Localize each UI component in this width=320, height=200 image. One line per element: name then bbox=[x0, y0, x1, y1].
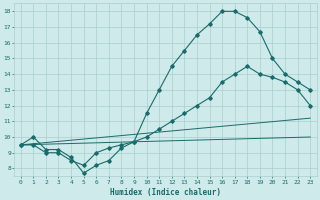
X-axis label: Humidex (Indice chaleur): Humidex (Indice chaleur) bbox=[110, 188, 221, 197]
